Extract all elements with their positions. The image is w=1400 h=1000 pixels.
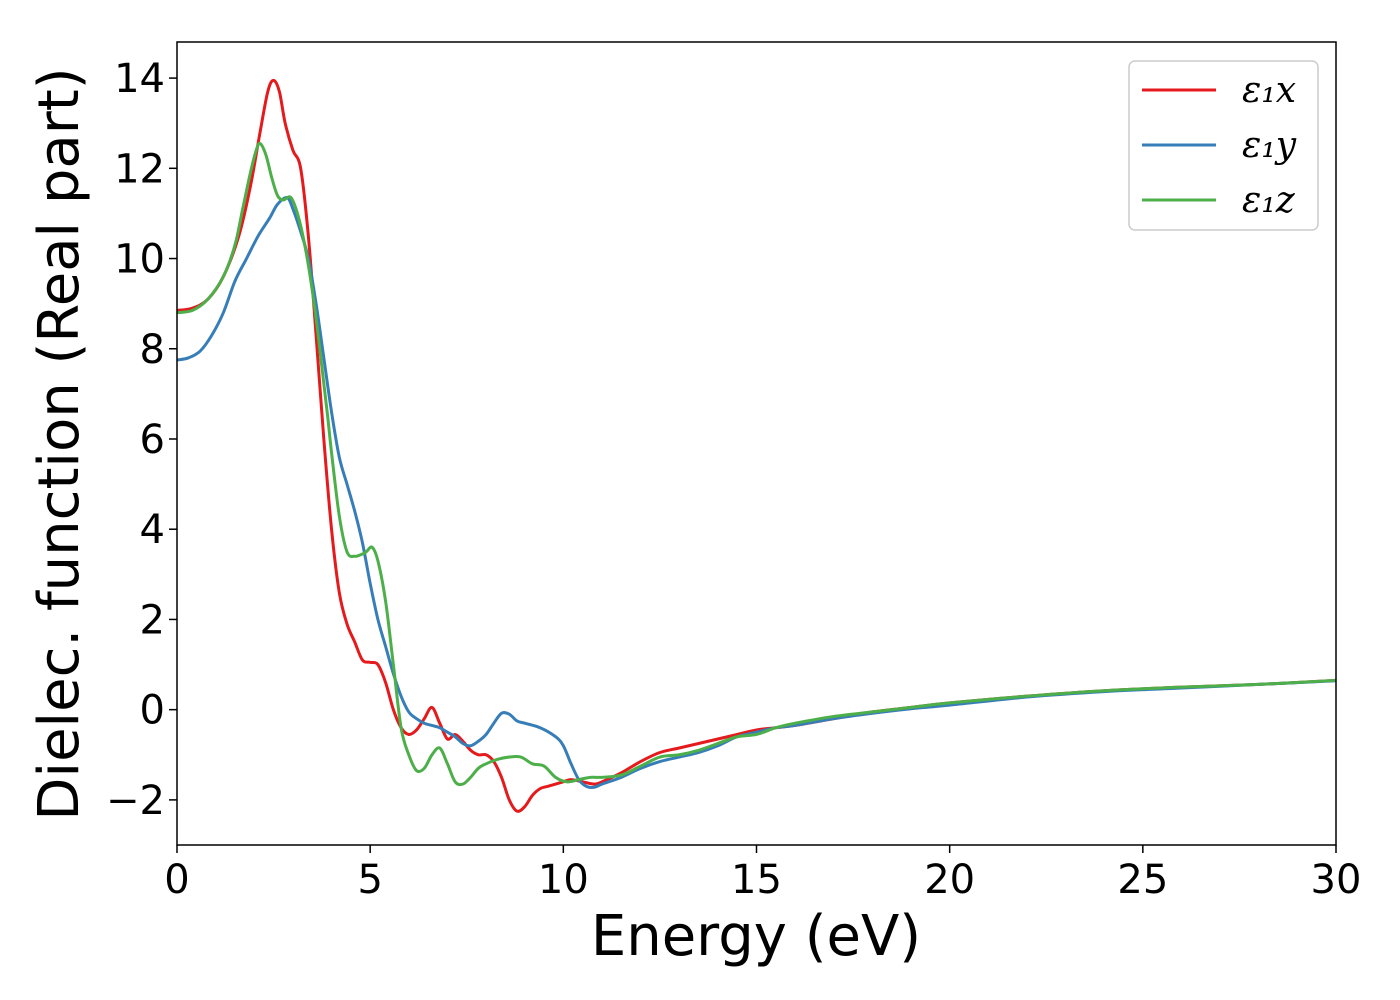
y-tick-label: 14 xyxy=(114,56,165,102)
y-tick-label: 8 xyxy=(140,327,165,373)
y-tick-label: 4 xyxy=(140,507,165,553)
y-tick-label: −2 xyxy=(106,778,165,824)
series-line-1 xyxy=(177,78,1336,813)
legend-label: ε₁x xyxy=(1242,70,1296,111)
x-tick-label: 25 xyxy=(1117,857,1168,903)
series-line-3 xyxy=(177,141,1336,787)
legend-label: ε₁y xyxy=(1242,125,1297,166)
series-line-2 xyxy=(177,196,1336,789)
y-tick-label: 6 xyxy=(140,417,165,463)
x-tick-label: 0 xyxy=(164,857,189,903)
x-axis: 0 5 10 15 20 25 30 xyxy=(164,845,1361,903)
legend-label: ε₁z xyxy=(1242,180,1296,221)
x-tick-label: 20 xyxy=(924,857,975,903)
y-tick-label: 10 xyxy=(114,237,165,283)
legend-box xyxy=(1128,60,1319,231)
x-axis-title: Energy (eV) xyxy=(591,904,921,969)
y-axis: −2 0 2 4 6 8 10 12 14 xyxy=(106,56,177,824)
y-tick-label: 0 xyxy=(140,688,165,734)
series-layer xyxy=(177,78,1336,813)
legend: ε₁x ε₁y ε₁z xyxy=(1128,60,1319,231)
y-tick-label: 2 xyxy=(140,597,165,643)
x-tick-label: 10 xyxy=(538,857,589,903)
x-tick-label: 5 xyxy=(357,857,382,903)
y-axis-title: Dielec. function (Real part) xyxy=(27,67,92,820)
y-tick-label: 12 xyxy=(114,146,165,192)
x-tick-label: 30 xyxy=(1311,857,1362,903)
x-tick-label: 15 xyxy=(731,857,782,903)
